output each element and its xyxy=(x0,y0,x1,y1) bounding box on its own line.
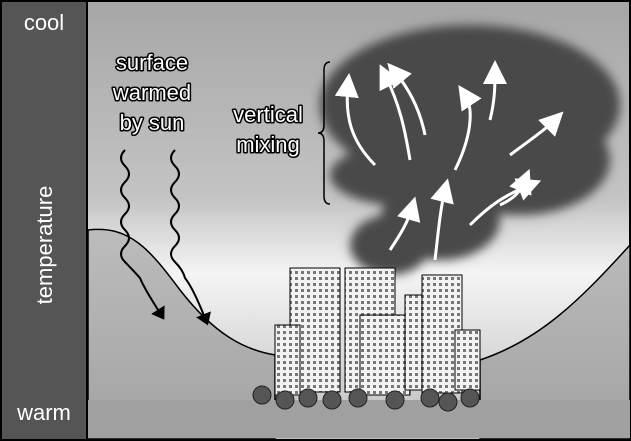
surface-label: surface xyxy=(116,50,188,75)
mixing-label: mixing xyxy=(236,132,300,157)
surface-label: by sun xyxy=(120,110,185,135)
cool-label: cool xyxy=(24,10,64,35)
mixing-label: vertical xyxy=(233,102,303,127)
buildings xyxy=(275,268,480,395)
warm-label: warm xyxy=(16,400,71,425)
temperature-label: temperature xyxy=(32,186,57,305)
diagram: cool warm temperature surface warmed by … xyxy=(0,0,631,441)
surface-label: warmed xyxy=(112,80,191,105)
page: cool warm temperature surface warmed by … xyxy=(0,0,631,441)
